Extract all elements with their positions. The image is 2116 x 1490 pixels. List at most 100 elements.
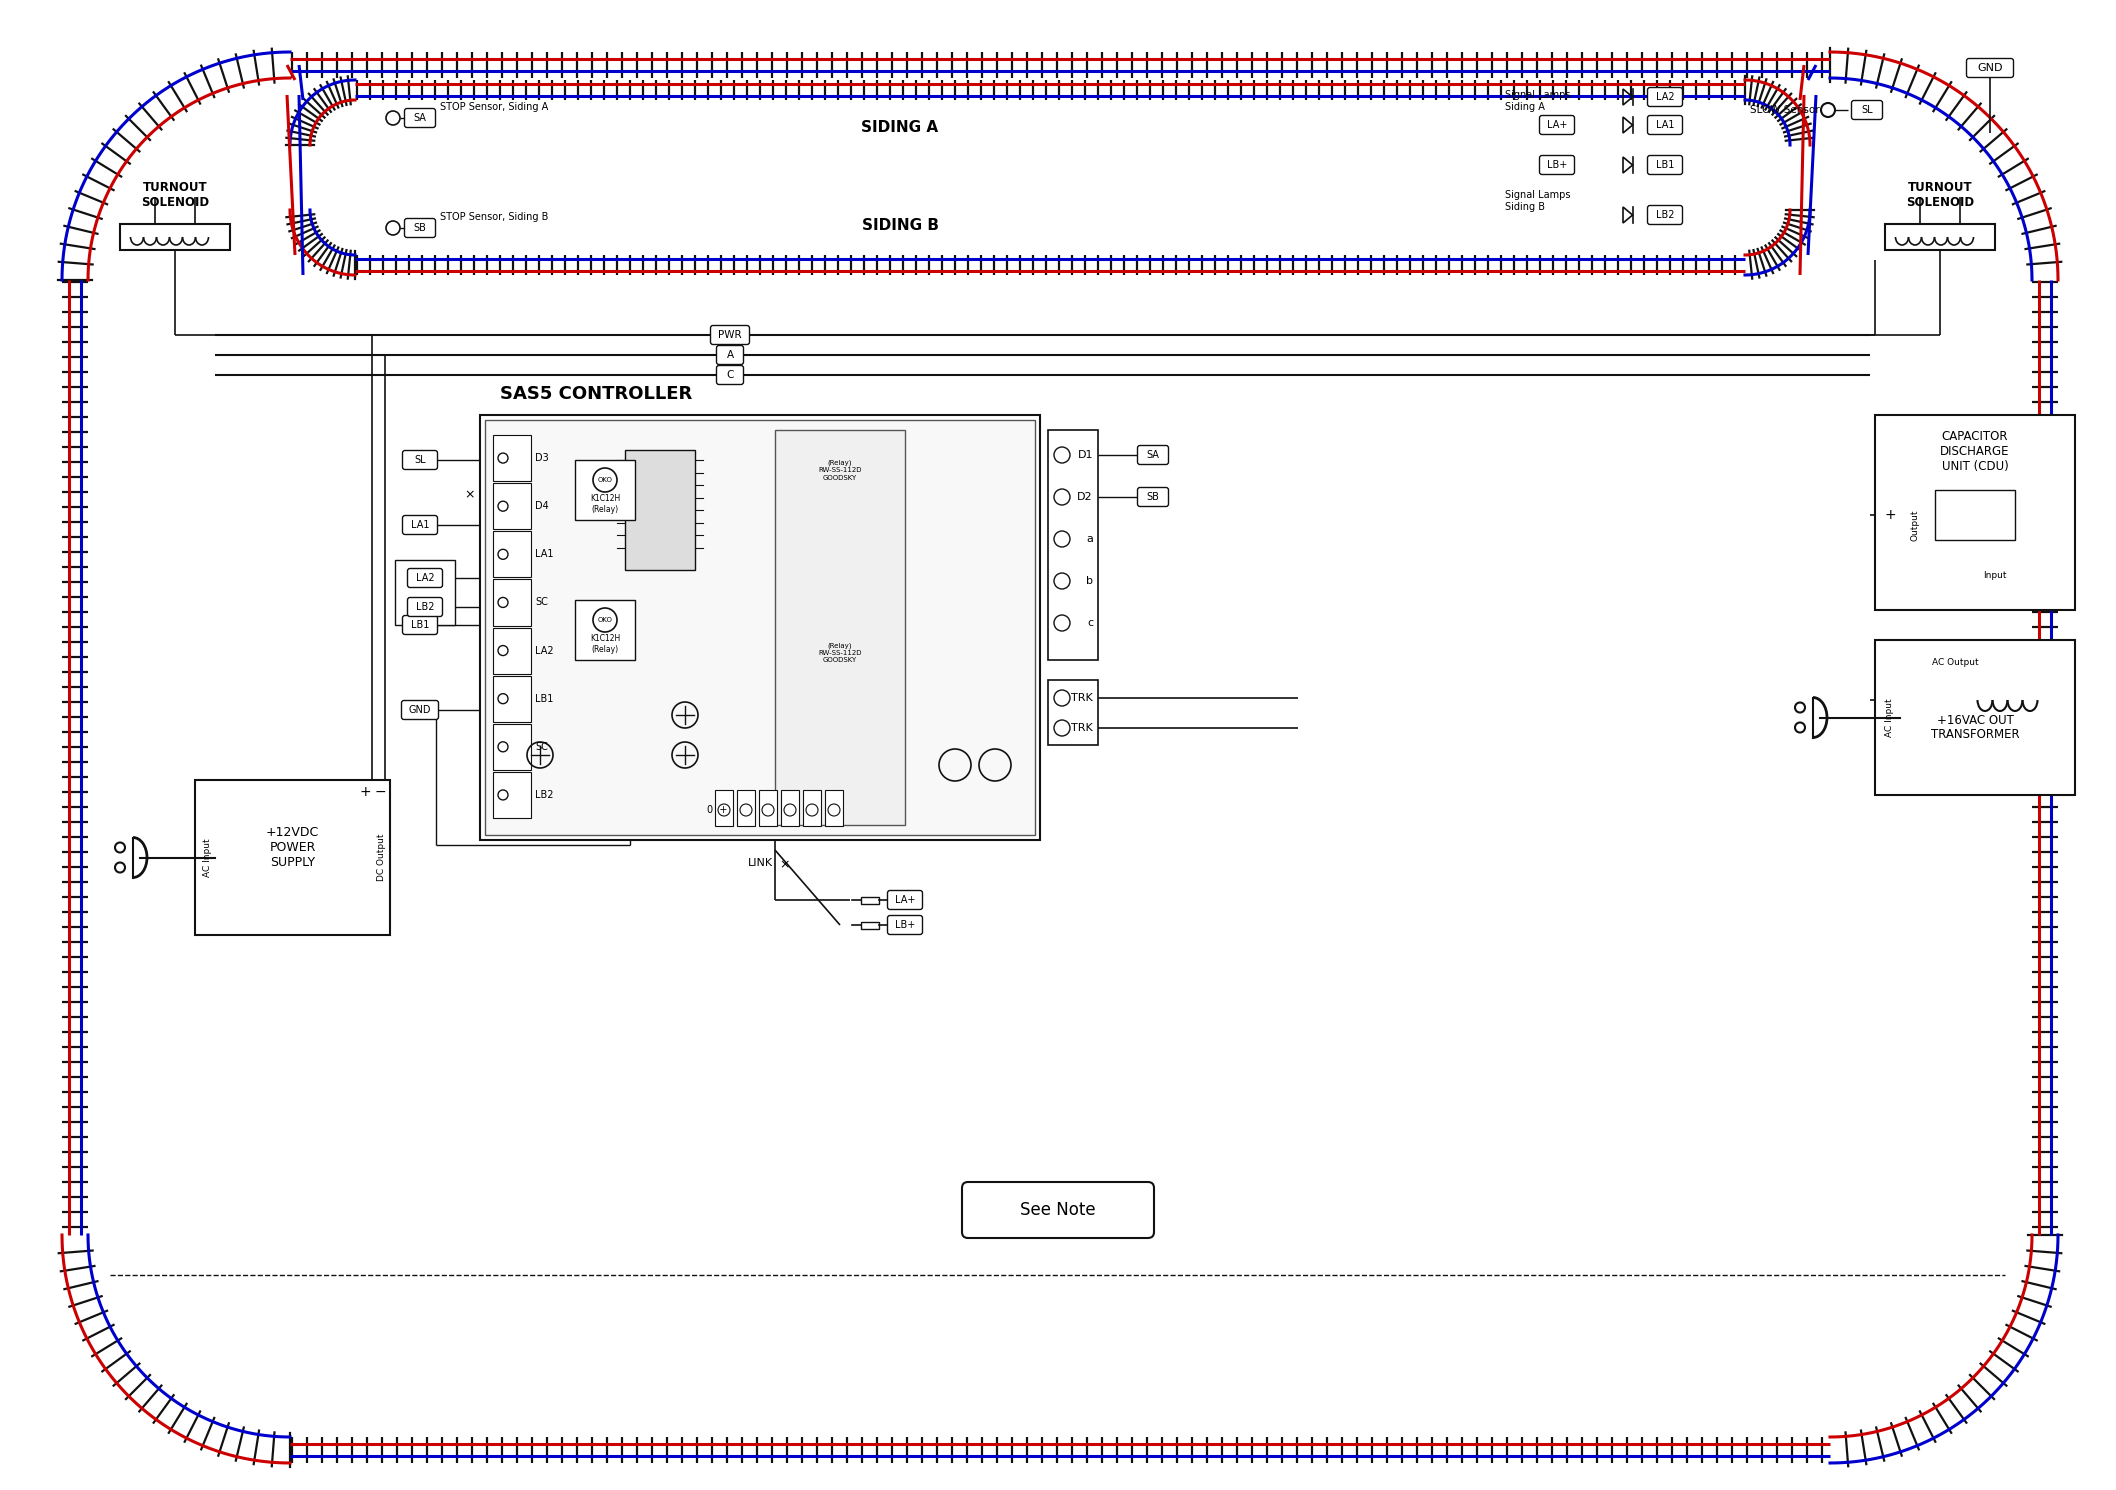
Text: AC Input: AC Input — [1885, 699, 1894, 738]
Text: Input: Input — [1983, 571, 2006, 580]
Text: LA1: LA1 — [1655, 121, 1674, 130]
Text: c: c — [1088, 618, 1094, 627]
Text: K1C12H
(Relay): K1C12H (Relay) — [590, 635, 620, 654]
Text: PWR: PWR — [717, 329, 743, 340]
Text: CAPACITOR
DISCHARGE
UNIT (CDU): CAPACITOR DISCHARGE UNIT (CDU) — [1940, 431, 2010, 472]
Text: SB: SB — [413, 224, 427, 232]
Text: TRK: TRK — [1071, 723, 1094, 733]
Text: SC: SC — [535, 597, 548, 608]
Text: LB1: LB1 — [535, 694, 554, 703]
Text: b: b — [1086, 577, 1094, 586]
FancyBboxPatch shape — [396, 560, 455, 624]
FancyBboxPatch shape — [802, 790, 821, 825]
FancyBboxPatch shape — [1852, 100, 1883, 119]
Text: +: + — [360, 785, 370, 799]
Text: LB+: LB+ — [895, 919, 914, 930]
Text: LB2: LB2 — [535, 790, 554, 800]
FancyBboxPatch shape — [1648, 155, 1682, 174]
Text: Signal Lamps
Siding A: Signal Lamps Siding A — [1504, 89, 1570, 112]
FancyBboxPatch shape — [760, 790, 777, 825]
FancyBboxPatch shape — [1648, 116, 1682, 134]
Text: SIDING A: SIDING A — [861, 121, 940, 136]
FancyBboxPatch shape — [1540, 116, 1574, 134]
FancyBboxPatch shape — [402, 450, 438, 469]
FancyBboxPatch shape — [1934, 490, 2014, 539]
Text: AC Input: AC Input — [203, 839, 212, 876]
Text: DC Output: DC Output — [377, 834, 387, 881]
Text: LA2: LA2 — [1655, 92, 1674, 101]
FancyBboxPatch shape — [493, 580, 531, 626]
Text: +16VAC OUT
TRANSFORMER: +16VAC OUT TRANSFORMER — [1930, 714, 2019, 742]
FancyBboxPatch shape — [963, 1182, 1153, 1238]
Text: SB: SB — [1147, 492, 1160, 502]
Text: SAS5 CONTROLLER: SAS5 CONTROLLER — [499, 384, 692, 402]
FancyBboxPatch shape — [493, 772, 531, 818]
FancyBboxPatch shape — [1875, 416, 2076, 609]
Text: (Relay)
RW-SS-112D
GOODSKY: (Relay) RW-SS-112D GOODSKY — [819, 642, 861, 663]
FancyBboxPatch shape — [1966, 58, 2014, 77]
Text: TURNOUT
SOLENOID: TURNOUT SOLENOID — [142, 180, 209, 209]
Text: See Note: See Note — [1020, 1201, 1096, 1219]
Text: LA+: LA+ — [1547, 121, 1568, 130]
FancyBboxPatch shape — [715, 790, 732, 825]
Text: A: A — [726, 350, 734, 361]
FancyBboxPatch shape — [576, 460, 635, 520]
FancyBboxPatch shape — [1648, 206, 1682, 225]
Text: GND: GND — [1976, 63, 2002, 73]
Text: AC Output: AC Output — [1932, 659, 1978, 668]
Text: +: + — [1883, 508, 1896, 522]
Text: LA2: LA2 — [415, 574, 434, 583]
FancyBboxPatch shape — [404, 219, 436, 237]
FancyBboxPatch shape — [493, 724, 531, 770]
FancyBboxPatch shape — [1885, 224, 1995, 250]
FancyBboxPatch shape — [408, 569, 442, 587]
Text: SA: SA — [1147, 450, 1160, 460]
Text: +12VDC
POWER
SUPPLY: +12VDC POWER SUPPLY — [267, 825, 320, 869]
Text: ×: × — [781, 858, 789, 872]
Text: Signal Lamps
Siding B: Signal Lamps Siding B — [1504, 191, 1570, 212]
FancyBboxPatch shape — [624, 450, 694, 571]
Text: 0  +: 0 + — [707, 805, 728, 815]
FancyBboxPatch shape — [717, 365, 743, 384]
Text: LB2: LB2 — [415, 602, 434, 612]
Text: LA1: LA1 — [411, 520, 430, 530]
Text: Output: Output — [1911, 510, 1919, 541]
Text: D2: D2 — [1077, 492, 1094, 502]
Text: a: a — [1086, 533, 1094, 544]
Text: TURNOUT
SOLENOID: TURNOUT SOLENOID — [1907, 180, 1974, 209]
FancyBboxPatch shape — [1138, 487, 1168, 507]
FancyBboxPatch shape — [861, 897, 878, 903]
Text: TRK: TRK — [1071, 693, 1094, 703]
Text: SC: SC — [535, 742, 548, 752]
FancyBboxPatch shape — [781, 790, 800, 825]
Text: LB+: LB+ — [1547, 159, 1568, 170]
Text: LINK: LINK — [747, 858, 772, 869]
FancyBboxPatch shape — [825, 790, 842, 825]
FancyBboxPatch shape — [1047, 679, 1098, 745]
Text: C: C — [726, 370, 734, 380]
FancyBboxPatch shape — [404, 109, 436, 128]
FancyBboxPatch shape — [576, 600, 635, 660]
Text: SL: SL — [1862, 104, 1873, 115]
Text: LA+: LA+ — [895, 895, 916, 904]
FancyBboxPatch shape — [493, 675, 531, 721]
Text: K1C12H
(Relay): K1C12H (Relay) — [590, 495, 620, 514]
Text: STOP Sensor, Siding B: STOP Sensor, Siding B — [440, 212, 548, 222]
FancyBboxPatch shape — [493, 483, 531, 529]
FancyBboxPatch shape — [717, 346, 743, 365]
Text: LB1: LB1 — [1657, 159, 1674, 170]
FancyBboxPatch shape — [493, 435, 531, 481]
FancyBboxPatch shape — [887, 915, 923, 934]
FancyBboxPatch shape — [1138, 446, 1168, 465]
Text: SL: SL — [415, 454, 425, 465]
Text: LA2: LA2 — [535, 645, 554, 656]
FancyBboxPatch shape — [485, 420, 1035, 834]
FancyBboxPatch shape — [480, 416, 1039, 840]
FancyBboxPatch shape — [402, 700, 438, 720]
Text: LA1: LA1 — [535, 550, 554, 559]
Text: SLOW Sensor: SLOW Sensor — [1750, 104, 1820, 115]
FancyBboxPatch shape — [1540, 155, 1574, 174]
FancyBboxPatch shape — [887, 891, 923, 909]
Text: D4: D4 — [535, 501, 548, 511]
FancyBboxPatch shape — [195, 779, 389, 936]
